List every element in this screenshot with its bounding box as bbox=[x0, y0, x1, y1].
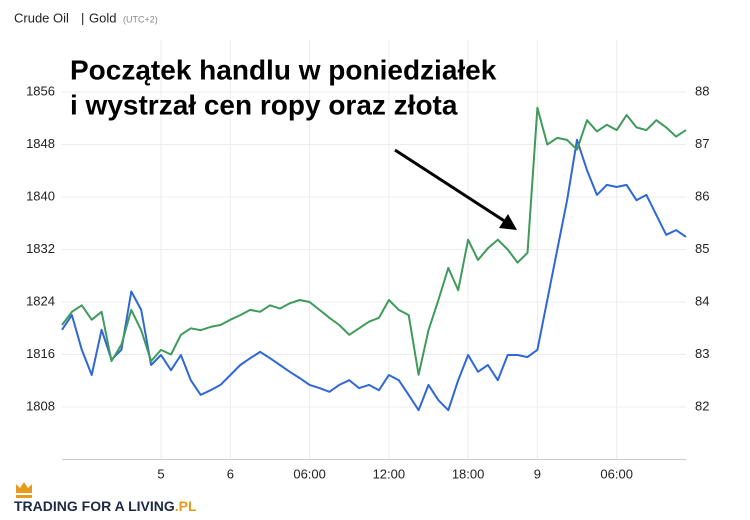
y2-tick-label: 82 bbox=[695, 398, 709, 413]
y2-tick-label: 87 bbox=[695, 136, 709, 151]
legend-separator: | bbox=[81, 10, 84, 25]
y2-tick-label: 86 bbox=[695, 188, 709, 203]
y2-tick-label: 88 bbox=[695, 83, 709, 98]
logo-icon bbox=[16, 482, 32, 498]
annotation: Początek handlu w poniedziałek bbox=[70, 54, 497, 85]
timezone: (UTC+2) bbox=[123, 14, 158, 24]
x-tick-label: 6 bbox=[227, 466, 234, 481]
legend-gold: Gold bbox=[89, 10, 116, 25]
y-tick-label: 1840 bbox=[26, 188, 55, 203]
series-line bbox=[61, 106, 687, 376]
x-tick-label: 9 bbox=[534, 466, 541, 481]
x-tick-label: 06:00 bbox=[293, 466, 326, 481]
logo-text: TRADING FOR A LIVING.PL bbox=[14, 498, 197, 514]
y-tick-label: 1824 bbox=[26, 293, 55, 308]
y-tick-label: 1832 bbox=[26, 241, 55, 256]
legend-crude: Crude Oil bbox=[14, 10, 69, 25]
y-tick-label: 1848 bbox=[26, 136, 55, 151]
x-tick-label: 12:00 bbox=[373, 466, 406, 481]
x-tick-label: 18:00 bbox=[452, 466, 485, 481]
arrow-head bbox=[499, 214, 517, 230]
y2-tick-label: 84 bbox=[695, 293, 709, 308]
logo-main: TRADING FOR A LIVING bbox=[14, 498, 175, 514]
x-tick-label: 06:00 bbox=[600, 466, 633, 481]
y-tick-label: 1856 bbox=[26, 83, 55, 98]
x-tick-label: 5 bbox=[157, 466, 164, 481]
y-tick-label: 1808 bbox=[26, 398, 55, 413]
y2-tick-label: 83 bbox=[695, 346, 709, 361]
arrow-shaft bbox=[394, 148, 507, 224]
y-tick-label: 1816 bbox=[26, 346, 55, 361]
annotation: i wystrzał cen ropy oraz złota bbox=[70, 89, 458, 120]
series-line bbox=[61, 138, 687, 412]
grid bbox=[62, 39, 686, 460]
y2-tick-label: 85 bbox=[695, 241, 709, 256]
logo-suffix: .PL bbox=[175, 498, 197, 514]
